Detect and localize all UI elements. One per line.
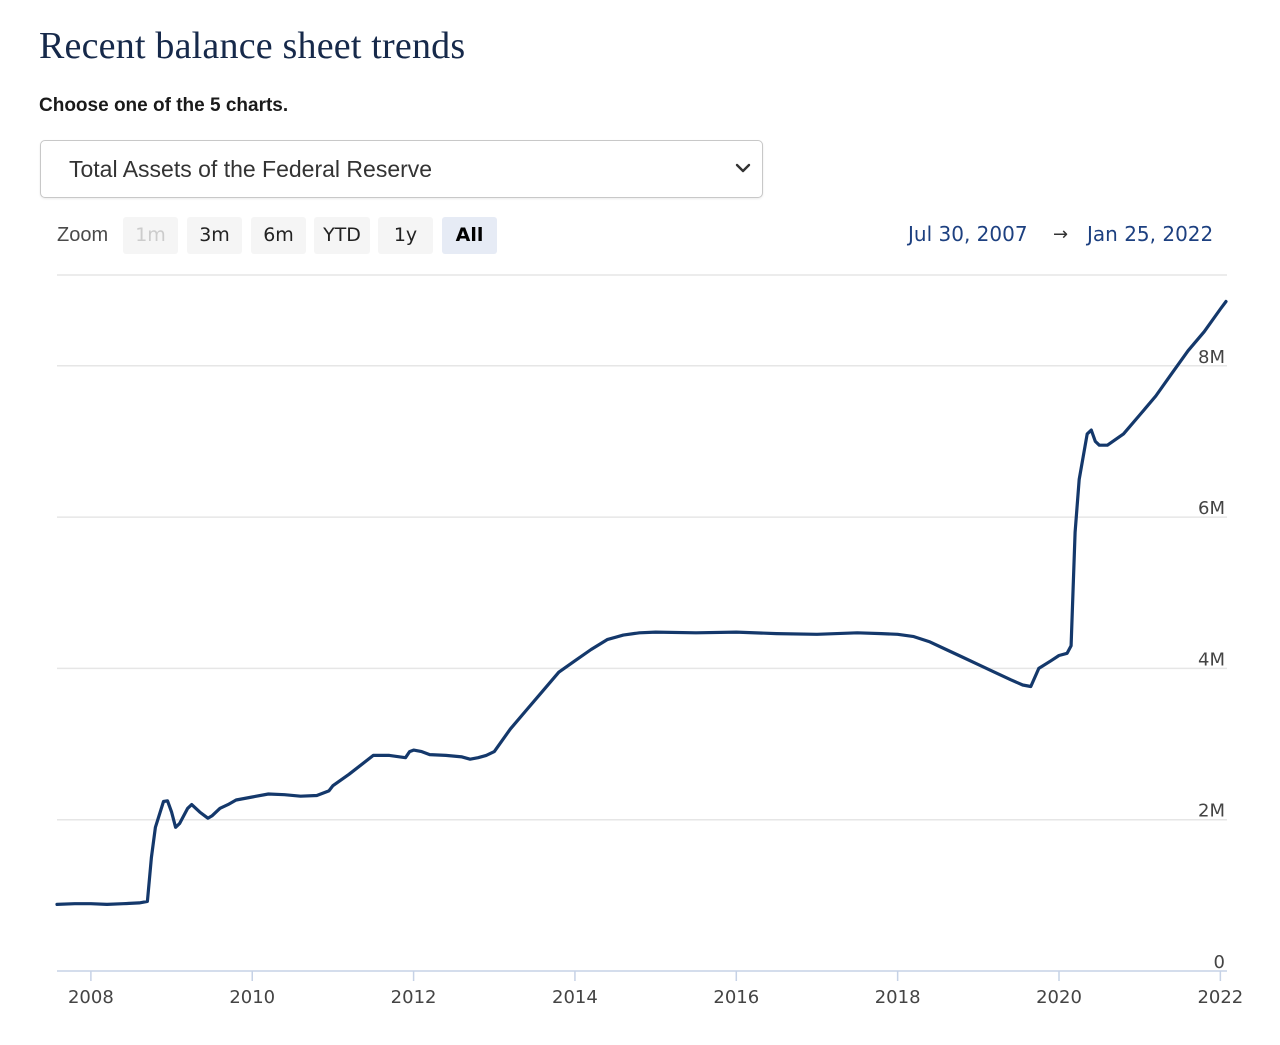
- y-tick-label: 6M: [1198, 498, 1225, 519]
- zoom-1y-button[interactable]: 1y: [378, 217, 433, 254]
- chart-select-value: Total Assets of the Federal Reserve: [69, 156, 433, 182]
- y-tick-label: 0: [1214, 952, 1225, 973]
- zoom-all-button[interactable]: All: [442, 217, 497, 254]
- range-from-date[interactable]: Jul 30, 2007: [908, 222, 1028, 246]
- page-title: Recent balance sheet trends: [39, 25, 466, 67]
- y-tick-label: 8M: [1198, 347, 1225, 368]
- zoom-label: Zoom: [57, 224, 109, 246]
- x-tick-label: 2008: [68, 987, 114, 1008]
- range-to-date[interactable]: Jan 25, 2022: [1087, 222, 1214, 246]
- x-tick-label: 2022: [1197, 987, 1243, 1008]
- chart-chooser-label: Choose one of the 5 charts.: [39, 95, 289, 116]
- zoom-1m-button[interactable]: 1m: [123, 217, 178, 254]
- y-tick-label: 4M: [1198, 649, 1225, 670]
- range-arrow: →: [1053, 224, 1069, 245]
- zoom-ytd-button[interactable]: YTD: [314, 217, 370, 254]
- chart-select-dropdown[interactable]: Total Assets of the Federal Reserve: [40, 140, 763, 198]
- zoom-6m-button[interactable]: 6m: [251, 217, 306, 254]
- series-line-total-assets[interactable]: [55, 299, 1228, 906]
- x-tick-label: 2020: [1036, 987, 1082, 1008]
- zoom-3m-button[interactable]: 3m: [187, 217, 242, 254]
- chevron-down-icon: [735, 163, 751, 173]
- x-tick-label: 2014: [552, 987, 598, 1008]
- x-tick-label: 2010: [229, 987, 275, 1008]
- x-tick-label: 2016: [713, 987, 759, 1008]
- x-tick-label: 2018: [875, 987, 921, 1008]
- y-tick-label: 2M: [1198, 801, 1225, 822]
- x-tick-label: 2012: [391, 987, 437, 1008]
